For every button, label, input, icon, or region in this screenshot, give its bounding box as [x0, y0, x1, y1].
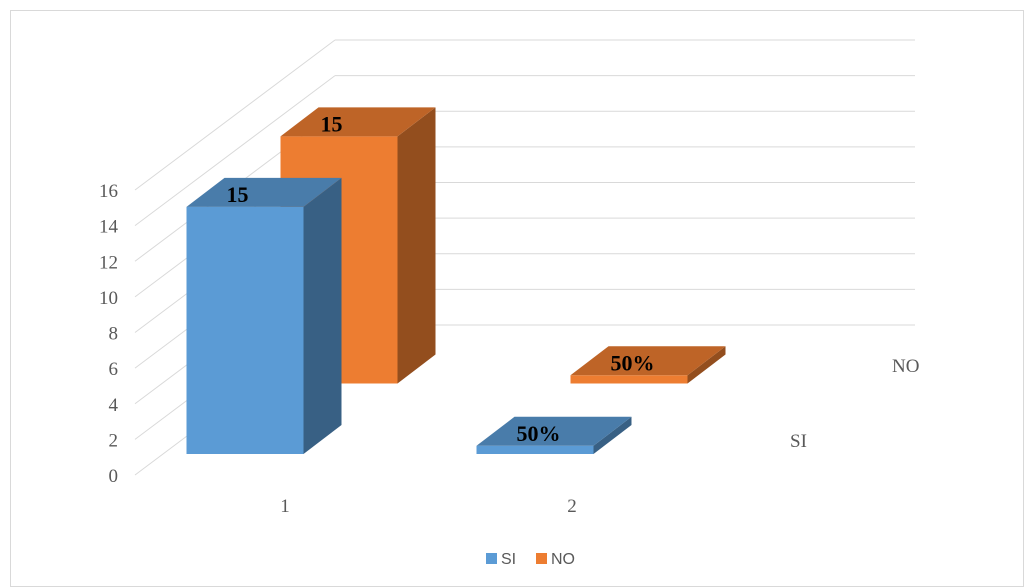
legend-swatch	[536, 553, 547, 564]
bar-top	[570, 346, 726, 376]
y-tick-label: 0	[109, 466, 119, 487]
series-axis-labels: SI NO	[790, 356, 919, 452]
y-axis-ticks: 0 2 4 6 8 10 12 14 16	[99, 181, 119, 487]
data-label: 15	[321, 111, 343, 136]
y-tick-label: 6	[109, 359, 119, 380]
gridline-wall	[134, 39, 336, 191]
bar-si-2	[476, 416, 632, 454]
bar-no-2	[570, 346, 726, 384]
y-tick-label: 2	[109, 430, 119, 451]
y-tick-label: 10	[99, 288, 118, 309]
data-label: 50%	[517, 421, 561, 446]
legend-swatch	[486, 553, 497, 564]
chart-frame	[10, 10, 1024, 587]
bar-front	[570, 375, 688, 384]
bar-side	[687, 346, 726, 384]
series-axis-label: SI	[790, 431, 807, 452]
x-tick-label: 1	[280, 496, 290, 517]
bar-top	[186, 177, 342, 207]
y-tick-label: 8	[109, 324, 119, 345]
bar-top	[280, 107, 436, 137]
bar-front	[186, 206, 304, 454]
data-labels: 15 50% 15 50%	[227, 111, 655, 445]
y-tick-label: 16	[99, 181, 118, 202]
bar-front	[476, 445, 594, 454]
legend-label: NO	[551, 551, 575, 568]
bar-side	[397, 107, 436, 384]
y-tick-label: 4	[109, 395, 119, 416]
data-label: 15	[227, 182, 249, 207]
gridline-wall	[134, 75, 336, 227]
bar-top	[476, 416, 632, 446]
legend-label: SI	[501, 551, 516, 568]
series-axis-label: NO	[892, 356, 919, 377]
bar-side	[593, 416, 632, 454]
x-tick-label: 2	[567, 496, 577, 517]
y-tick-label: 12	[99, 252, 118, 273]
data-label: 50%	[611, 350, 655, 375]
legend: SI NO	[486, 551, 575, 568]
bar-si-1	[186, 177, 342, 454]
bar-side	[303, 177, 342, 454]
bars	[186, 107, 726, 454]
y-tick-label: 14	[99, 217, 119, 238]
